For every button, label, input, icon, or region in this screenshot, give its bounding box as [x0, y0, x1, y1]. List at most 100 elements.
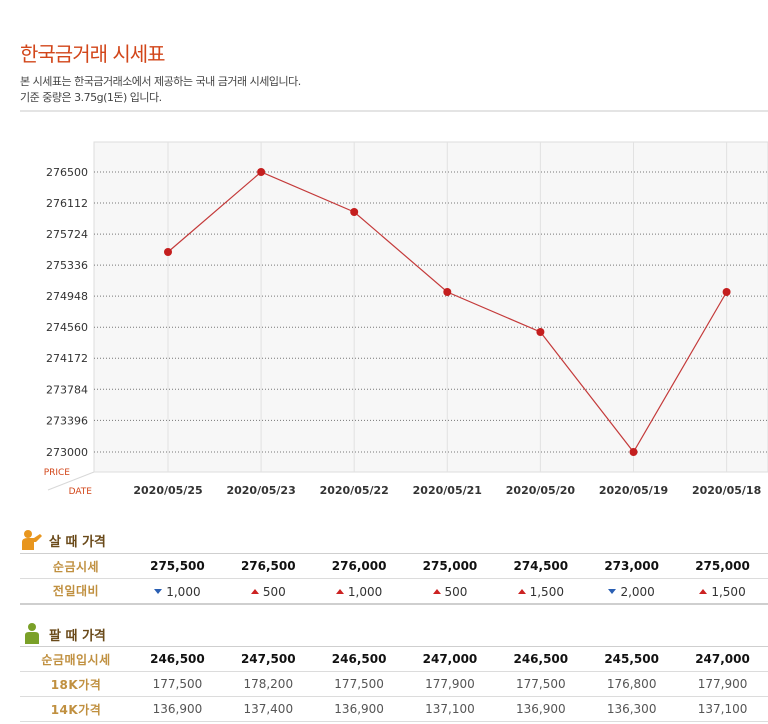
change-cell: 1,500 [677, 578, 768, 604]
y-tick-label: 274560 [46, 321, 88, 334]
sell-price-cell: 247,000 [404, 646, 496, 672]
buy-price-cell: 274,500 [495, 553, 587, 579]
row-label: 18K가격 [20, 671, 132, 697]
x-axis-label: DATE [69, 487, 93, 497]
table-row: 전일대비 1,000 500 1,000 500 1,500 2,000 1,500 [20, 578, 768, 604]
page-description: 본 시세표는 한국금거래소에서 제공하는 국내 금거래 시세입니다. [20, 75, 301, 88]
change-cell: 500 [222, 578, 314, 604]
change-value: 1,500 [529, 584, 564, 599]
k14-price-cell: 137,100 [677, 696, 768, 722]
buy-price-cell: 273,000 [586, 553, 678, 579]
x-tick-label: 2020/05/18 [692, 484, 761, 497]
buy-price-table: 순금시세 275,500 276,500 276,000 275,000 274… [20, 553, 768, 605]
y-axis-label: PRICE [44, 468, 71, 478]
data-point [164, 248, 172, 256]
row-label: 순금매입시세 [20, 646, 132, 672]
table-row: 14K가격 136,900 137,400 136,900 137,100 13… [20, 696, 768, 722]
y-tick-label: 274172 [46, 352, 88, 365]
buy-price-cell: 276,000 [313, 553, 405, 579]
change-indicator: 1,000 [154, 584, 201, 599]
data-point [443, 288, 452, 296]
person-sell-icon [25, 623, 39, 644]
k18-price-cell: 177,500 [132, 671, 223, 697]
y-tick-label: 276112 [46, 197, 88, 210]
person-buy-icon [22, 530, 42, 550]
sell-price-cell: 247,000 [677, 646, 768, 672]
data-point [536, 328, 545, 336]
sell-price-cell: 246,500 [313, 646, 405, 672]
x-tick-label: 2020/05/25 [133, 484, 202, 497]
y-tick-label: 273000 [46, 446, 88, 459]
data-point [722, 288, 731, 296]
buy-price-cell: 276,500 [222, 553, 314, 579]
k14-price-cell: 136,300 [586, 696, 678, 722]
y-tick-label: 275336 [46, 259, 88, 272]
sell-price-cell: 247,500 [222, 646, 314, 672]
change-cell: 1,500 [495, 578, 587, 604]
k18-price-cell: 177,500 [495, 671, 587, 697]
sell-price-table: 순금매입시세 246,500 247,500 246,500 247,000 2… [20, 646, 768, 722]
change-cell: 500 [404, 578, 496, 604]
x-tick-label: 2020/05/23 [226, 484, 295, 497]
change-cell: 1,000 [313, 578, 405, 604]
arrow-down-icon [154, 589, 163, 594]
x-tick-label: 2020/05/20 [506, 484, 576, 497]
x-tick-label: 2020/05/19 [599, 484, 668, 497]
buy-price-cell: 275,000 [404, 553, 496, 579]
table-row: 순금시세 275,500 276,500 276,000 275,000 274… [20, 553, 768, 579]
sell-section-header: 팔 때 가격 [20, 622, 106, 646]
sell-price-cell: 245,500 [586, 646, 678, 672]
row-label: 순금시세 [20, 553, 132, 579]
change-indicator: 1,500 [699, 584, 746, 599]
y-tick-label: 273396 [46, 414, 88, 427]
k14-price-cell: 136,900 [495, 696, 587, 722]
table-row: 18K가격 177,500 178,200 177,500 177,900 17… [20, 671, 768, 697]
k14-price-cell: 137,100 [404, 696, 496, 722]
change-cell: 1,000 [132, 578, 223, 604]
y-tick-label: 276500 [46, 166, 88, 179]
data-point [350, 208, 359, 216]
table-row: 순금매입시세 246,500 247,500 246,500 247,000 2… [20, 646, 768, 672]
buy-price-cell: 275,000 [677, 553, 768, 579]
sell-price-cell: 246,500 [132, 646, 223, 672]
buy-section-header: 살 때 가격 [20, 528, 106, 552]
data-point [629, 448, 638, 456]
buy-price-cell: 275,500 [132, 553, 223, 579]
x-tick-label: 2020/05/22 [320, 484, 389, 497]
k18-price-cell: 176,800 [586, 671, 678, 697]
axis-corner-line [47, 471, 95, 491]
change-value: 2,000 [620, 584, 655, 599]
k18-price-cell: 177,900 [677, 671, 768, 697]
change-value: 1,000 [347, 584, 383, 599]
change-value: 1,000 [166, 584, 201, 599]
change-cell: 2,000 [586, 578, 678, 604]
y-tick-label: 273784 [46, 383, 88, 396]
change-indicator: 1,500 [517, 584, 564, 599]
change-value: 500 [444, 584, 468, 599]
sell-section-title: 팔 때 가격 [49, 628, 106, 644]
k14-price-cell: 136,900 [313, 696, 405, 722]
k14-price-cell: 136,900 [132, 696, 223, 722]
price-chart: 273000 273396 273784 274172 274560 274948 2753… [20, 110, 768, 510]
arrow-up-icon [335, 589, 344, 594]
change-value: 500 [262, 584, 286, 599]
k18-price-cell: 177,500 [313, 671, 405, 697]
arrow-up-icon [699, 589, 708, 594]
row-label: 전일대비 [20, 578, 132, 604]
k18-price-cell: 178,200 [222, 671, 314, 697]
arrow-up-icon [432, 589, 441, 594]
arrow-up-icon [250, 589, 259, 594]
k14-price-cell: 137,400 [222, 696, 314, 722]
arrow-down-icon [608, 589, 617, 594]
row-label: 14K가격 [20, 696, 132, 722]
change-value: 1,500 [711, 584, 746, 599]
page-title: 한국금거래 시세표 [20, 42, 166, 66]
plot-area [93, 141, 768, 473]
y-tick-label: 274948 [46, 290, 88, 303]
data-point [257, 168, 266, 176]
k18-price-cell: 177,900 [404, 671, 496, 697]
y-tick-label: 275724 [46, 228, 88, 241]
change-indicator: 1,000 [335, 584, 383, 599]
weight-note: 기준 중량은 3.75g(1돈) 입니다. [20, 91, 162, 104]
change-indicator: 2,000 [608, 584, 655, 599]
